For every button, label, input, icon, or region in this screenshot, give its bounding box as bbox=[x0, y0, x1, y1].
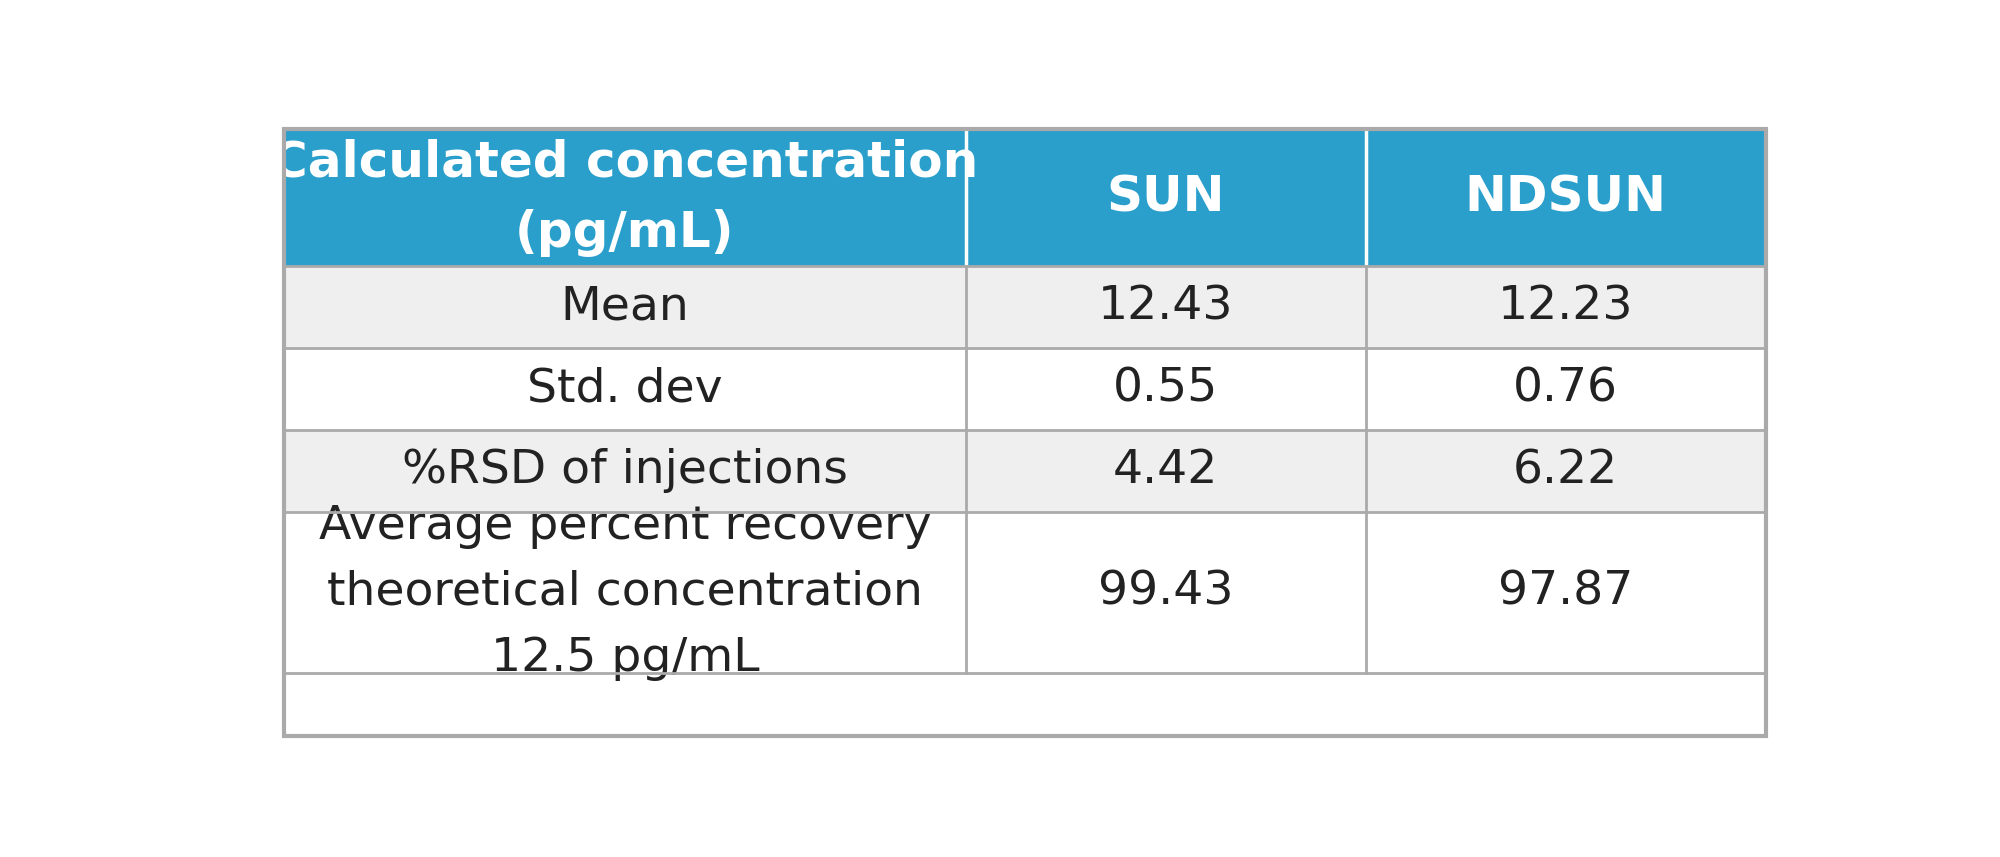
Text: 6.22: 6.22 bbox=[1514, 448, 1618, 494]
Bar bbox=[284, 129, 1766, 266]
Text: 99.43: 99.43 bbox=[1098, 570, 1234, 614]
Bar bbox=[284, 348, 1766, 429]
Text: %RSD of injections: %RSD of injections bbox=[402, 448, 848, 494]
Text: Average percent recovery
theoretical concentration
12.5 pg/mL: Average percent recovery theoretical con… bbox=[318, 504, 932, 680]
Bar bbox=[284, 266, 1766, 348]
Text: SUN: SUN bbox=[1106, 173, 1226, 221]
Text: 4.42: 4.42 bbox=[1114, 448, 1218, 494]
Text: 12.43: 12.43 bbox=[1098, 285, 1234, 329]
Text: 12.23: 12.23 bbox=[1498, 285, 1634, 329]
Text: Calculated concentration
(pg/mL): Calculated concentration (pg/mL) bbox=[272, 138, 978, 257]
Text: Mean: Mean bbox=[560, 285, 690, 329]
Text: Std. dev: Std. dev bbox=[528, 366, 722, 411]
Text: 0.76: 0.76 bbox=[1514, 366, 1618, 411]
Bar bbox=[284, 512, 1766, 673]
Text: 97.87: 97.87 bbox=[1498, 570, 1634, 614]
Bar bbox=[284, 429, 1766, 512]
Text: NDSUN: NDSUN bbox=[1464, 173, 1666, 221]
Text: 0.55: 0.55 bbox=[1114, 366, 1218, 411]
